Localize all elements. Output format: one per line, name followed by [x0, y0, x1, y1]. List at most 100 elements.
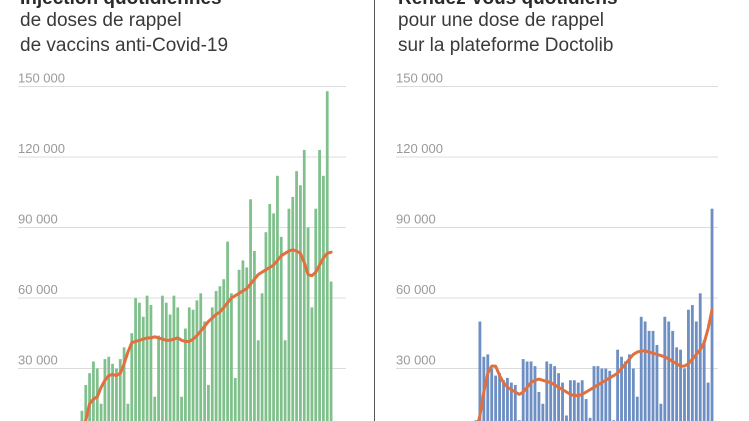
- left-bar: [130, 333, 134, 421]
- left-bar: [249, 199, 252, 421]
- left-bar: [145, 295, 149, 421]
- right-chart-panel: Rendez-vous quotidiens pour une dose de …: [378, 0, 749, 421]
- left-bar: [191, 309, 195, 421]
- right-bar: [667, 321, 671, 421]
- left-bar: [92, 361, 95, 421]
- left-bar: [222, 279, 226, 421]
- right-bar: [627, 354, 631, 421]
- left-bar: [264, 232, 268, 421]
- left-bar: [256, 340, 260, 421]
- left-bar: [172, 295, 176, 421]
- left-bar: [122, 347, 126, 421]
- right-bar: [506, 377, 509, 421]
- left-bar: [168, 314, 172, 421]
- left-bar: [207, 384, 210, 421]
- right-bar: [541, 403, 545, 421]
- left-bar: [268, 204, 272, 421]
- left-bar: [295, 171, 298, 421]
- right-bar: [549, 363, 553, 421]
- right-bar: [545, 361, 549, 421]
- right-bar: [671, 330, 675, 421]
- left-chart-title-line-1: Injection quotidiennes: [20, 0, 222, 10]
- left-bar: [180, 396, 183, 421]
- right-bar: [698, 293, 702, 421]
- left-bar: [233, 377, 237, 421]
- left-bar: [161, 295, 164, 421]
- right-bar: [565, 415, 568, 421]
- panel-divider: [374, 0, 375, 421]
- left-bar: [218, 286, 222, 421]
- right-bar: [572, 380, 576, 421]
- right-bar: [616, 349, 620, 421]
- right-bar: [478, 321, 482, 421]
- right-y-tick-label: 90 000: [396, 212, 436, 227]
- right-bar: [494, 375, 498, 421]
- left-bar: [241, 260, 245, 421]
- right-bar: [635, 396, 639, 421]
- left-bar: [272, 213, 275, 421]
- left-bar: [141, 316, 145, 421]
- right-average-line: [477, 308, 714, 421]
- right-bar: [647, 330, 651, 421]
- left-y-tick-label: 120 000: [18, 141, 65, 156]
- right-bar: [596, 366, 600, 421]
- left-bar: [111, 363, 114, 421]
- left-chart-plot: 30 000 60 000 90 000 120 000 150 000: [18, 71, 346, 421]
- left-bar: [237, 269, 241, 421]
- left-bar: [103, 359, 107, 421]
- left-bar: [164, 302, 168, 421]
- right-bar: [690, 305, 694, 421]
- left-chart-title-line-3: de vaccins anti-Covid-19: [20, 35, 229, 56]
- right-bar: [702, 340, 706, 421]
- right-bar: [525, 361, 529, 421]
- right-bar: [659, 403, 663, 421]
- right-y-tick-label: 150 000: [396, 71, 443, 86]
- left-y-tick-label: 60 000: [18, 282, 58, 297]
- right-bar: [509, 382, 513, 421]
- left-bar: [318, 149, 321, 421]
- left-bar: [107, 356, 111, 421]
- right-chart-plot: 30 000 60 000 90 000 120 000 150 000: [396, 71, 718, 421]
- left-bar: [157, 335, 160, 421]
- right-bar: [631, 368, 635, 421]
- left-bar: [279, 236, 283, 421]
- right-y-tick-label: 120 000: [396, 141, 443, 156]
- right-bar: [557, 373, 561, 421]
- right-chart-title-line-3: sur la plateforme Doctolib: [398, 35, 614, 56]
- left-bar: [245, 267, 249, 421]
- right-bar: [624, 361, 627, 421]
- left-bar: [187, 307, 191, 421]
- left-bar: [325, 91, 329, 421]
- left-bar: [276, 175, 279, 421]
- left-bar: [302, 149, 306, 421]
- left-bars: [80, 91, 333, 421]
- right-bar: [537, 392, 541, 421]
- right-chart-title-line-1: Rendez-vous quotidiens: [398, 0, 618, 10]
- right-bar: [529, 361, 533, 421]
- left-y-tick-label: 30 000: [18, 353, 58, 368]
- left-bar: [291, 196, 295, 421]
- right-bar: [620, 356, 623, 421]
- right-bar: [706, 382, 710, 421]
- left-bar: [214, 290, 218, 421]
- right-bar: [600, 368, 604, 421]
- right-bar: [584, 399, 588, 421]
- left-bar: [195, 300, 199, 421]
- right-bars: [474, 208, 714, 421]
- right-y-tick-label: 30 000: [396, 353, 436, 368]
- left-bar: [260, 293, 264, 421]
- left-y-tick-label: 90 000: [18, 212, 58, 227]
- right-bar: [580, 380, 584, 421]
- right-y-axis-ticks: 30 000 60 000 90 000 120 000 150 000: [396, 71, 443, 368]
- left-bar: [199, 293, 203, 421]
- right-bar: [592, 366, 596, 421]
- right-bar: [576, 382, 580, 421]
- right-bar: [588, 417, 592, 421]
- right-bar: [561, 382, 564, 421]
- left-average-line: [83, 248, 333, 421]
- left-bar: [80, 410, 84, 421]
- left-bar: [203, 321, 206, 421]
- right-bar: [604, 368, 608, 421]
- right-bar: [553, 366, 557, 421]
- left-bar: [84, 384, 88, 421]
